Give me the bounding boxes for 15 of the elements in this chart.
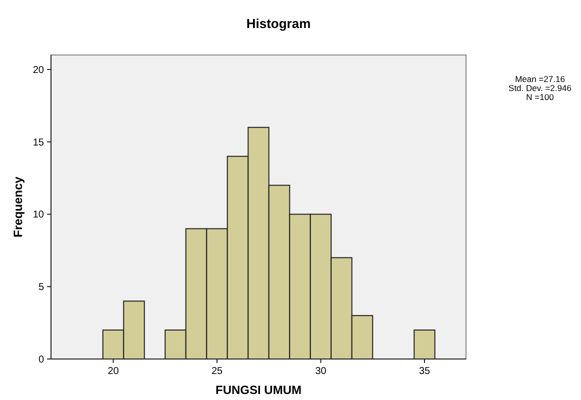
x-tick-label: 25 <box>211 366 223 377</box>
text: N =100 <box>526 92 554 102</box>
y-axis-title: Frequency <box>11 176 25 238</box>
y-tick-label: 5 <box>38 282 44 294</box>
text: Mean =27.16 <box>515 74 566 84</box>
x-tick-label: 35 <box>418 366 430 377</box>
x-axis-title: FUNGSI UMUM <box>216 383 302 397</box>
text: Std. Dev. =2.946 <box>508 83 572 93</box>
y-tick-label: 0 <box>38 354 44 366</box>
y-tick-label: 10 <box>32 210 44 221</box>
x-tick-label: 30 <box>315 366 327 377</box>
y-tick-label: 20 <box>32 64 44 76</box>
x-tick-label: 20 <box>108 366 120 377</box>
y-tick-label: 15 <box>32 137 44 148</box>
chart-title: Histogram <box>246 16 311 31</box>
